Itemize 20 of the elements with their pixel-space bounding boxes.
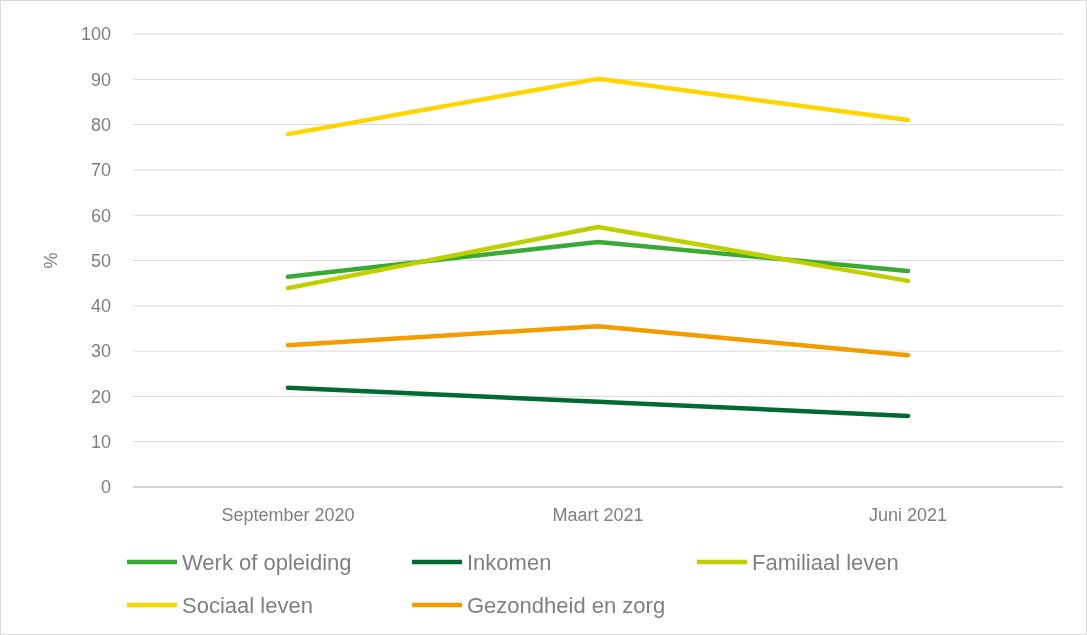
x-tick-label: Maart 2021 <box>552 505 644 525</box>
y-tick-label: 30 <box>90 341 111 362</box>
x-tick-label: September 2020 <box>221 505 355 525</box>
legend-label: Gezondheid en zorg <box>467 592 666 618</box>
y-tick-label: 20 <box>90 386 111 407</box>
x-tick-label: Juni 2021 <box>868 505 948 525</box>
y-axis-title: % <box>41 252 61 269</box>
y-tick-label: 0 <box>100 477 111 498</box>
legend-label: Familiaal leven <box>752 549 899 575</box>
legend-label: Werk of opleiding <box>182 549 352 575</box>
legend-label: Inkomen <box>467 549 552 575</box>
y-tick-label: 70 <box>90 160 111 181</box>
y-tick-label: 60 <box>90 205 111 226</box>
legend-label: Sociaal leven <box>182 592 313 618</box>
y-tick-label: 40 <box>90 296 111 317</box>
y-tick-label: 10 <box>90 432 111 452</box>
y-tick-label: 80 <box>90 114 111 135</box>
y-tick-label: 50 <box>90 250 111 271</box>
y-tick-label: 90 <box>90 69 111 90</box>
y-tick-label: 100 <box>80 24 111 45</box>
